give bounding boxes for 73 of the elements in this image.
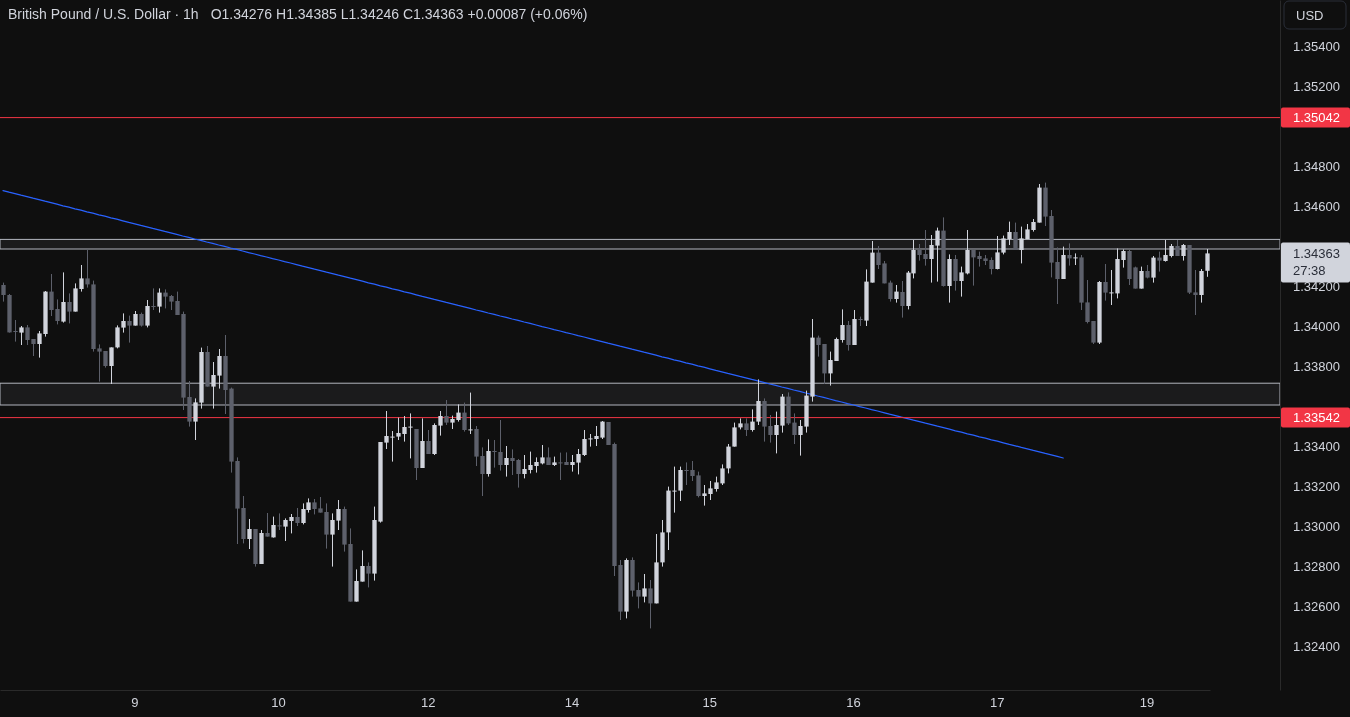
candlestick: [648, 579, 653, 629]
x-tick-label: 17: [990, 695, 1005, 711]
ref-line-label: 1.35042: [1293, 110, 1340, 126]
y-tick-label: 1.35400: [1293, 38, 1340, 54]
x-tick-label: 16: [846, 695, 861, 711]
candlestick: [678, 466, 683, 502]
chart-subtitle: O1.34276 H1.34385 L1.34246 C1.34363 +0.00087 (+0.06%): [210, 5, 588, 22]
candlestick: [732, 422, 737, 448]
x-tick-label: 12: [421, 695, 436, 711]
y-tick-label: 1.34800: [1293, 158, 1340, 174]
candlestick: [444, 399, 449, 426]
candlestick: [85, 248, 90, 289]
candlestick: [462, 402, 467, 433]
candlestick: [67, 292, 72, 324]
candlestick: [19, 325, 24, 346]
candlestick: [1, 282, 6, 303]
candlestick: [1151, 255, 1156, 284]
candlestick: [1157, 251, 1162, 273]
candlestick: [911, 239, 916, 279]
candlestick: [1067, 242, 1072, 267]
candlestick: [157, 287, 162, 314]
y-axis-title: USD: [1296, 7, 1324, 23]
candlestick: [1103, 263, 1108, 302]
y-tick-label: 1.34000: [1293, 318, 1340, 334]
candlestick: [504, 445, 509, 478]
candlestick: [900, 280, 905, 319]
y-tick-label: 1.35200: [1293, 78, 1340, 94]
x-tick-label: 14: [564, 695, 580, 711]
candlestick: [750, 408, 755, 433]
candlestick: [726, 443, 731, 474]
ref-line-label: 1.33542: [1293, 410, 1340, 426]
candlestick: [1061, 246, 1066, 280]
y-tick-label: 1.33800: [1293, 358, 1340, 374]
candlestick: [127, 315, 132, 344]
candlestick: [61, 271, 66, 324]
candlestick: [953, 254, 958, 292]
candlestick: [756, 378, 761, 426]
y-tick-label: 1.32400: [1293, 638, 1340, 654]
candlestick: [247, 518, 252, 550]
line-series: [2, 190, 1064, 459]
candlestick: [468, 392, 473, 435]
y-tick-label: 1.34200: [1293, 278, 1340, 294]
y-tick-label: 1.33400: [1293, 438, 1340, 454]
candlestick: [486, 438, 491, 478]
x-tick-label: 10: [271, 695, 286, 711]
candlestick: [1205, 248, 1210, 278]
candlestick: [888, 280, 893, 303]
x-tick-label: 19: [1139, 695, 1155, 711]
candlestick: [145, 299, 150, 328]
candlestick: [1139, 266, 1144, 290]
y-tick-label: 1.32800: [1293, 558, 1340, 574]
candlestick: [109, 346, 114, 385]
candlestick: [1199, 268, 1204, 304]
candlestick: [151, 287, 156, 311]
candlestick: [271, 516, 276, 539]
candlestick: [265, 512, 270, 538]
text: 1.34363 27:38: [1293, 245, 1340, 278]
candlestick: [366, 561, 371, 588]
x-tick-label: 9: [131, 695, 139, 711]
candlestick: [1013, 222, 1018, 251]
y-tick-label: 1.33000: [1293, 518, 1340, 534]
candlestick: [846, 320, 851, 352]
y-tick-label: 1.33200: [1293, 478, 1340, 494]
candlestick: [792, 412, 797, 445]
y-tick-label: 1.32600: [1293, 598, 1340, 614]
x-tick-label: 15: [702, 695, 718, 711]
candlestick: [1073, 252, 1078, 266]
chart-title: British Pound / U.S. Dollar · 1h: [8, 5, 199, 22]
candlestick: [642, 573, 647, 603]
candlestick: [277, 512, 282, 531]
candlestick: [492, 439, 497, 469]
y-tick-label: 1.34600: [1293, 198, 1340, 214]
candlestick: [498, 419, 503, 472]
